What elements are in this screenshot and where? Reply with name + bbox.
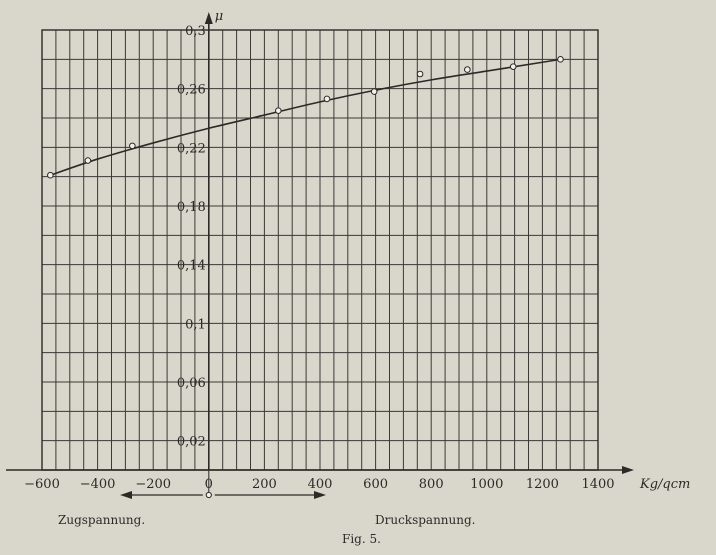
y-tick-label: 0,18 [177,200,206,215]
y-tick-label: 0,1 [185,317,206,332]
y-tick-label: 0,26 [177,83,206,98]
origin-marker [205,491,212,499]
data-point [129,142,136,150]
y-axis-arrowhead [204,12,213,24]
x-tick-label: −600 [24,477,60,492]
x-tick-label: 600 [363,477,388,492]
x-tick-label: 200 [252,477,277,492]
data-point [84,157,92,164]
data-point [416,70,424,78]
x-tick-label: 1400 [581,477,614,492]
data-point [323,95,331,103]
y-tick-label: 0,14 [177,259,206,274]
axes [6,12,634,497]
x-tick-label: 1200 [526,477,559,492]
tension-arrowhead [120,491,132,499]
y-axis-label: μ [215,9,223,24]
x-tick-label: 400 [308,477,333,492]
y-tick-label: 0,02 [177,435,206,450]
x-tick-label: −400 [80,477,116,492]
x-axis-arrowhead [622,466,634,474]
data-point [464,66,471,73]
x-tick-label: 800 [419,477,444,492]
compression-label: Druckspannung. [375,513,475,527]
data-point [370,88,378,95]
compression-arrowhead [314,491,326,499]
y-tick-label: 0,22 [177,141,206,156]
tension-label: Zugspannung. [58,513,145,527]
figure-caption: Fig. 5. [342,532,381,546]
fitted-curve [50,58,561,176]
data-point [509,63,517,70]
x-tick-label: 1000 [470,477,503,492]
y-tick-label: 0,3 [185,24,206,39]
y-tick-label: 0,06 [177,376,206,391]
x-tick-label: −200 [135,477,171,492]
grid [42,30,598,470]
data-point [557,56,564,63]
x-tick-label: 0 [205,477,213,492]
direction-arrows [120,491,326,499]
data-points [47,56,564,179]
x-axis-label: Kg/qcm [639,477,690,492]
data-point [275,107,282,114]
tick-labels: −600 −400 −200 0 200 400 600 800 1000 1200 1400 0,0… [24,24,614,492]
data-point [47,171,54,179]
